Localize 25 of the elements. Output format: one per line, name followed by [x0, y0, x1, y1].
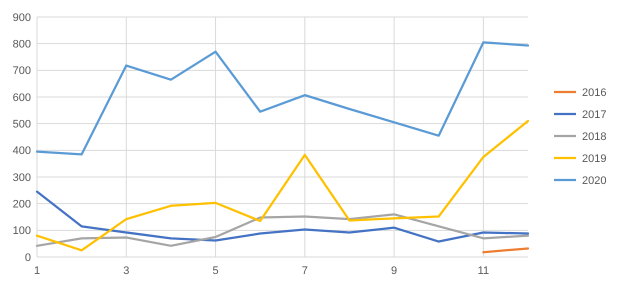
legend-label: 2019: [582, 152, 606, 165]
x-tick-label: 5: [212, 265, 219, 277]
legend-label: 2020: [582, 174, 606, 187]
y-tick-label: 700: [12, 65, 31, 78]
line-series: [36, 213, 530, 247]
y-tick-label: 100: [12, 225, 31, 238]
line-series: [36, 41, 530, 156]
x-tick-label: 1: [34, 265, 40, 277]
x-tick-label: 3: [123, 265, 130, 277]
y-tick-label: 0: [24, 252, 31, 264]
legend-label: 2017: [582, 108, 606, 121]
legend-label: 2018: [582, 130, 606, 143]
y-tick-label: 300: [12, 172, 31, 184]
x-tick-label: 11: [478, 265, 490, 277]
y-tick-label: 900: [12, 12, 31, 24]
y-tick-label: 600: [12, 92, 31, 104]
legend-label: 2016: [582, 86, 606, 99]
y-tick-label: 200: [12, 198, 31, 211]
line-series: [36, 120, 530, 252]
y-tick-label: 500: [12, 118, 31, 131]
line-series: [36, 190, 530, 243]
y-tick-label: 400: [12, 145, 31, 158]
x-tick-label: 7: [302, 265, 308, 277]
x-tick-label: 9: [391, 265, 398, 277]
y-tick-label: 800: [12, 38, 31, 51]
